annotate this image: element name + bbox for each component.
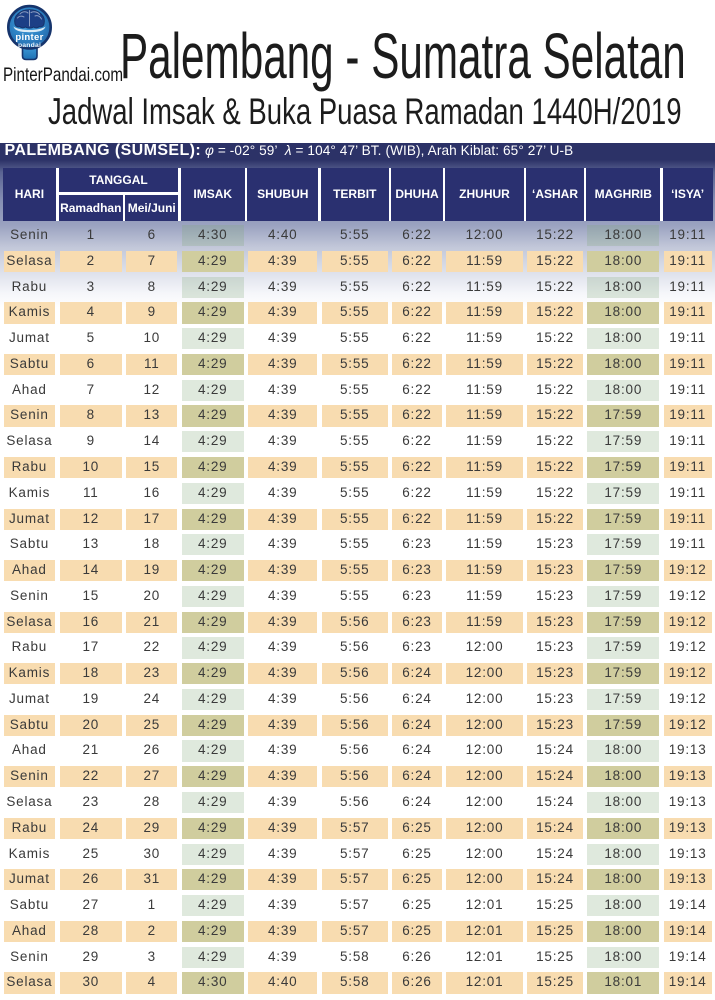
svg-text:pandai: pandai [18,42,41,49]
svg-text:pinter: pinter [15,32,43,43]
